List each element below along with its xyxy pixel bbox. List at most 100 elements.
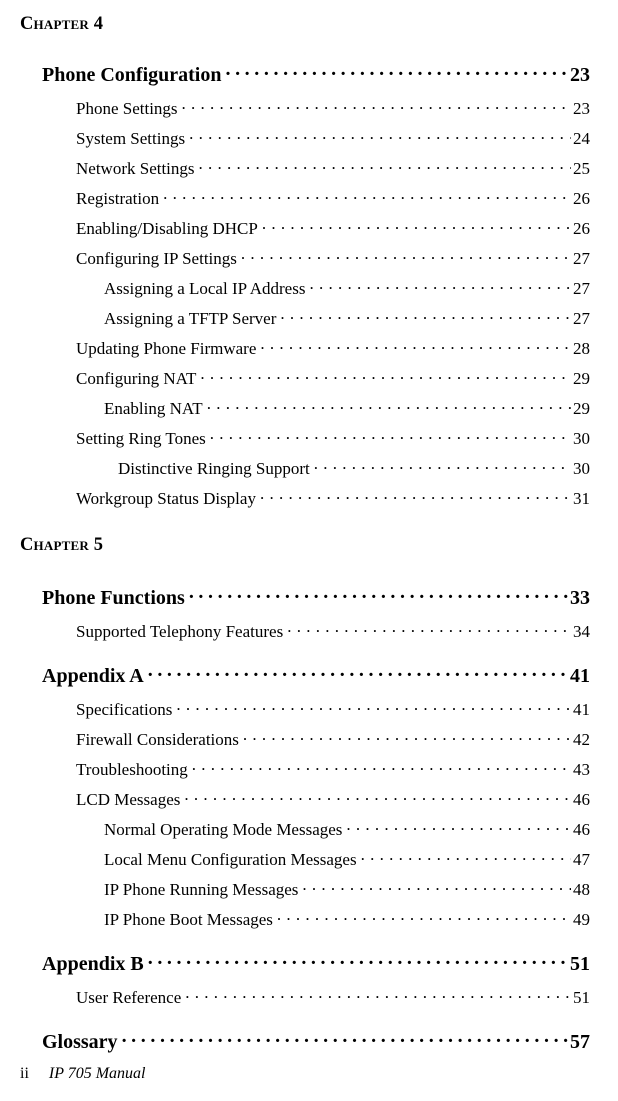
toc-leader-dots xyxy=(176,698,571,715)
toc-entry: Troubleshooting 43 xyxy=(76,758,590,780)
toc-leader-dots xyxy=(199,157,571,174)
toc-label: Local Menu Configuration Messages xyxy=(104,850,357,870)
toc-leader-dots xyxy=(207,397,571,414)
toc-section: Phone Functions 33 xyxy=(42,584,590,610)
toc-leader-dots xyxy=(287,620,571,637)
toc-leader-dots xyxy=(210,427,571,444)
toc-label: Updating Phone Firmware xyxy=(76,339,256,359)
toc-label: Glossary xyxy=(42,1031,118,1054)
toc-label: Configuring IP Settings xyxy=(76,249,237,269)
toc-page: 46 xyxy=(573,790,590,810)
toc-label: Assigning a TFTP Server xyxy=(104,309,276,329)
toc-page: 51 xyxy=(573,988,590,1008)
toc-entry: Specifications 41 xyxy=(76,698,590,720)
toc-leader-dots xyxy=(314,457,571,474)
toc-leader-dots xyxy=(241,247,571,264)
toc-page: 29 xyxy=(573,399,590,419)
toc-section-phone-configuration: Phone Configuration 23 xyxy=(42,61,590,87)
toc-label: Distinctive Ringing Support xyxy=(118,459,310,479)
toc-label: Workgroup Status Display xyxy=(76,489,256,509)
toc-page: 28 xyxy=(573,339,590,359)
toc-entry: Distinctive Ringing Support30 xyxy=(118,457,590,479)
toc-leader-dots xyxy=(148,662,568,682)
toc-leader-dots xyxy=(163,187,571,204)
toc-label: System Settings xyxy=(76,129,185,149)
toc-page: 26 xyxy=(573,219,590,239)
toc-leader-dots xyxy=(200,367,571,384)
toc-page: 48 xyxy=(573,880,590,900)
toc-label: Enabling/Disabling DHCP xyxy=(76,219,258,239)
toc-page: 29 xyxy=(573,369,590,389)
page-footer: ii IP 705 Manual xyxy=(20,1065,145,1083)
toc-page: 26 xyxy=(573,189,590,209)
toc-label: Appendix B xyxy=(42,953,144,976)
toc-leader-dots xyxy=(243,728,571,745)
toc-label: IP Phone Running Messages xyxy=(104,880,298,900)
toc-section: Glossary57 xyxy=(42,1028,590,1054)
toc-page: 24 xyxy=(573,129,590,149)
toc-label: Setting Ring Tones xyxy=(76,429,206,449)
toc-page: 46 xyxy=(573,820,590,840)
toc-leader-dots xyxy=(225,61,568,81)
toc-label: Phone Configuration xyxy=(42,64,221,87)
toc-page: 43 xyxy=(573,760,590,780)
toc-page: 41 xyxy=(573,700,590,720)
footer-page-number: ii xyxy=(20,1065,29,1082)
toc-entry: IP Phone Running Messages 48 xyxy=(104,878,590,900)
toc-label: Phone Functions xyxy=(42,587,185,610)
toc-label: LCD Messages xyxy=(76,790,180,810)
toc-leader-dots xyxy=(260,337,571,354)
toc-label: Supported Telephony Features xyxy=(76,622,283,642)
toc-leader-dots xyxy=(184,788,571,805)
toc-label: Normal Operating Mode Messages xyxy=(104,820,342,840)
toc-entry: Assigning a TFTP Server27 xyxy=(104,307,590,329)
page: Chapter 4 Phone Configuration 23 Phone S… xyxy=(0,0,618,1101)
toc-entry: Phone Settings23 xyxy=(76,97,590,119)
toc-entry: Firewall Considerations42 xyxy=(76,728,590,750)
toc-leader-dots xyxy=(189,127,571,144)
chapter-5-heading: Chapter 5 xyxy=(20,535,590,556)
toc-entry: IP Phone Boot Messages 49 xyxy=(104,908,590,930)
toc-page: 49 xyxy=(573,910,590,930)
toc-entry: Network Settings 25 xyxy=(76,157,590,179)
toc-label: IP Phone Boot Messages xyxy=(104,910,273,930)
toc-leader-dots xyxy=(192,758,571,775)
toc-leader-dots xyxy=(346,818,571,835)
toc-entry: Enabling NAT 29 xyxy=(104,397,590,419)
toc-entry: Configuring NAT29 xyxy=(76,367,590,389)
toc-label: Registration xyxy=(76,189,159,209)
toc-page: 33 xyxy=(570,587,590,610)
toc-entry: Workgroup Status Display31 xyxy=(76,487,590,509)
toc-leader-dots xyxy=(262,217,571,234)
toc-entry: LCD Messages 46 xyxy=(76,788,590,810)
toc-page: 25 xyxy=(573,159,590,179)
footer-doc-title: IP 705 Manual xyxy=(49,1065,146,1082)
toc-label: Firewall Considerations xyxy=(76,730,239,750)
toc-section: Appendix B51 xyxy=(42,950,590,976)
toc-page: 23 xyxy=(570,64,590,87)
toc-leader-dots xyxy=(361,848,571,865)
toc-page: 34 xyxy=(573,622,590,642)
toc-entry: Normal Operating Mode Messages 46 xyxy=(104,818,590,840)
toc-leader-dots xyxy=(280,307,571,324)
toc-entry: Setting Ring Tones 30 xyxy=(76,427,590,449)
toc-entry: System Settings 24 xyxy=(76,127,590,149)
toc-label: Appendix A xyxy=(42,665,144,688)
toc-label: Network Settings xyxy=(76,159,195,179)
toc-entry: Registration 26 xyxy=(76,187,590,209)
toc-page: 30 xyxy=(573,429,590,449)
toc-entry: Configuring IP Settings27 xyxy=(76,247,590,269)
toc-leader-dots xyxy=(309,277,571,294)
toc-label: Assigning a Local IP Address xyxy=(104,279,305,299)
toc-entry: Updating Phone Firmware 28 xyxy=(76,337,590,359)
toc-leader-dots xyxy=(302,878,571,895)
toc-leader-dots xyxy=(185,986,571,1003)
toc-label: Troubleshooting xyxy=(76,760,188,780)
toc-page: 23 xyxy=(573,99,590,119)
toc-entry: User Reference 51 xyxy=(76,986,590,1008)
toc-label: Enabling NAT xyxy=(104,399,203,419)
toc-leader-dots xyxy=(189,584,568,604)
toc-label: Specifications xyxy=(76,700,172,720)
toc-label: User Reference xyxy=(76,988,181,1008)
toc-page: 27 xyxy=(573,279,590,299)
